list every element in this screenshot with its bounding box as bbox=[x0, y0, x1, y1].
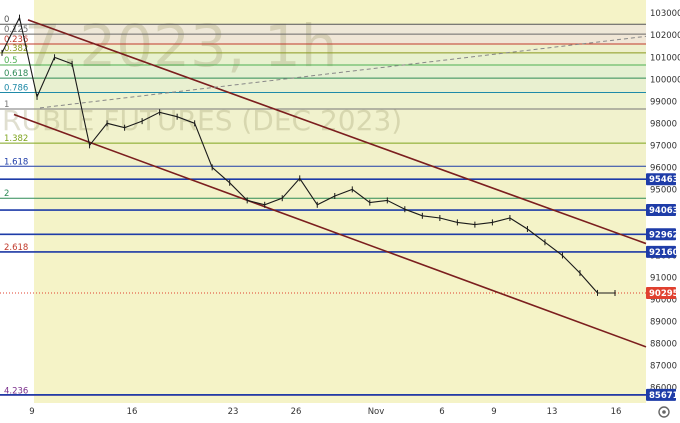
fib-bands bbox=[34, 24, 646, 396]
x-tick-label: 26 bbox=[291, 407, 302, 417]
price-line bbox=[1, 15, 616, 294]
y-axis-background bbox=[646, 0, 680, 403]
fib-label: 4.236 bbox=[4, 386, 28, 396]
fib-label: 1 bbox=[4, 100, 9, 110]
fib-label: 1.382 bbox=[4, 134, 28, 144]
watermark-title: 7.2023, 1h bbox=[24, 12, 337, 80]
y-tick-label: 89000 bbox=[650, 318, 677, 328]
fib-band bbox=[34, 34, 646, 45]
x-tick-label: Nov bbox=[368, 407, 385, 417]
fib-band bbox=[34, 78, 646, 93]
fib-label: 1.618 bbox=[4, 157, 28, 167]
fib-band bbox=[34, 64, 646, 79]
price-badge bbox=[646, 173, 676, 186]
fib-label: 2.618 bbox=[4, 243, 28, 253]
fib-label: 0.5 bbox=[4, 56, 18, 66]
fib-band bbox=[34, 92, 646, 110]
x-tick-label: 13 bbox=[547, 407, 558, 417]
price-badge-label: 92962 bbox=[649, 230, 679, 240]
price-badge-label: 95463 bbox=[649, 175, 679, 185]
y-tick-label: 101000 bbox=[650, 53, 680, 63]
fib-label: 2 bbox=[4, 189, 9, 199]
price-badge bbox=[646, 287, 676, 300]
y-tick-label: 97000 bbox=[650, 141, 677, 151]
price-badge-label: 94063 bbox=[649, 206, 679, 216]
x-axis-background bbox=[0, 403, 646, 423]
trend-lines bbox=[13, 19, 647, 348]
fib-band bbox=[34, 251, 646, 396]
y-tick-label: 98000 bbox=[650, 119, 677, 129]
x-tick-label: 6 bbox=[439, 407, 444, 417]
x-tick-label: 9 bbox=[29, 407, 34, 417]
fib-band bbox=[34, 52, 646, 65]
y-tick-label: 100000 bbox=[650, 75, 680, 85]
price-badge-label: 92160 bbox=[649, 248, 679, 258]
y-tick-label: 91000 bbox=[650, 273, 677, 283]
y-tick-label: 86000 bbox=[650, 384, 677, 394]
x-tick-label: 16 bbox=[127, 407, 138, 417]
fib-label: 0.382 bbox=[4, 44, 28, 54]
x-axis: 9 16 23 26 Nov 6 9 13 16 bbox=[29, 407, 621, 417]
y-tick-label: 96000 bbox=[650, 163, 677, 173]
channel-upper-line bbox=[27, 19, 647, 245]
y-tick-label: 95000 bbox=[650, 185, 677, 195]
x-tick-label: 9 bbox=[491, 407, 496, 417]
fib-band bbox=[34, 198, 646, 252]
price-badge-label: 90295 bbox=[649, 289, 679, 299]
channel-lower-line bbox=[13, 113, 647, 348]
price-badge bbox=[646, 388, 676, 401]
pre-range-background bbox=[0, 0, 34, 403]
fib-label: 0 bbox=[4, 15, 9, 25]
fib-label: 0.618 bbox=[4, 69, 28, 79]
x-tick-label: 16 bbox=[611, 407, 622, 417]
y-tick-label: 88000 bbox=[650, 340, 677, 350]
dashed-trend-line bbox=[39, 35, 647, 109]
fib-band bbox=[34, 24, 646, 35]
y-tick-label: 103000 bbox=[650, 9, 680, 19]
y-tick-label: 87000 bbox=[650, 362, 677, 372]
price-badge-label: 85671 bbox=[649, 391, 679, 401]
x-tick-label: 23 bbox=[228, 407, 239, 417]
price-badges: 95463 94063 92962 92160 85671 90295 bbox=[646, 173, 679, 401]
fib-band bbox=[34, 143, 646, 167]
price-series bbox=[1, 14, 616, 297]
price-badge bbox=[646, 204, 676, 217]
fib-band bbox=[34, 166, 646, 199]
y-tick-label: 90000 bbox=[650, 295, 677, 305]
fib-band bbox=[34, 109, 646, 144]
gear-icon[interactable] bbox=[658, 406, 670, 418]
fib-band bbox=[34, 44, 646, 53]
fib-label: 0.786 bbox=[4, 83, 28, 93]
price-badge bbox=[646, 245, 676, 258]
price-badge bbox=[646, 228, 676, 241]
y-tick-label: 102000 bbox=[650, 31, 680, 41]
fib-label: 0.236 bbox=[4, 35, 28, 45]
fib-label: 0.125 bbox=[4, 25, 28, 35]
y-tick-label: 99000 bbox=[650, 97, 677, 107]
